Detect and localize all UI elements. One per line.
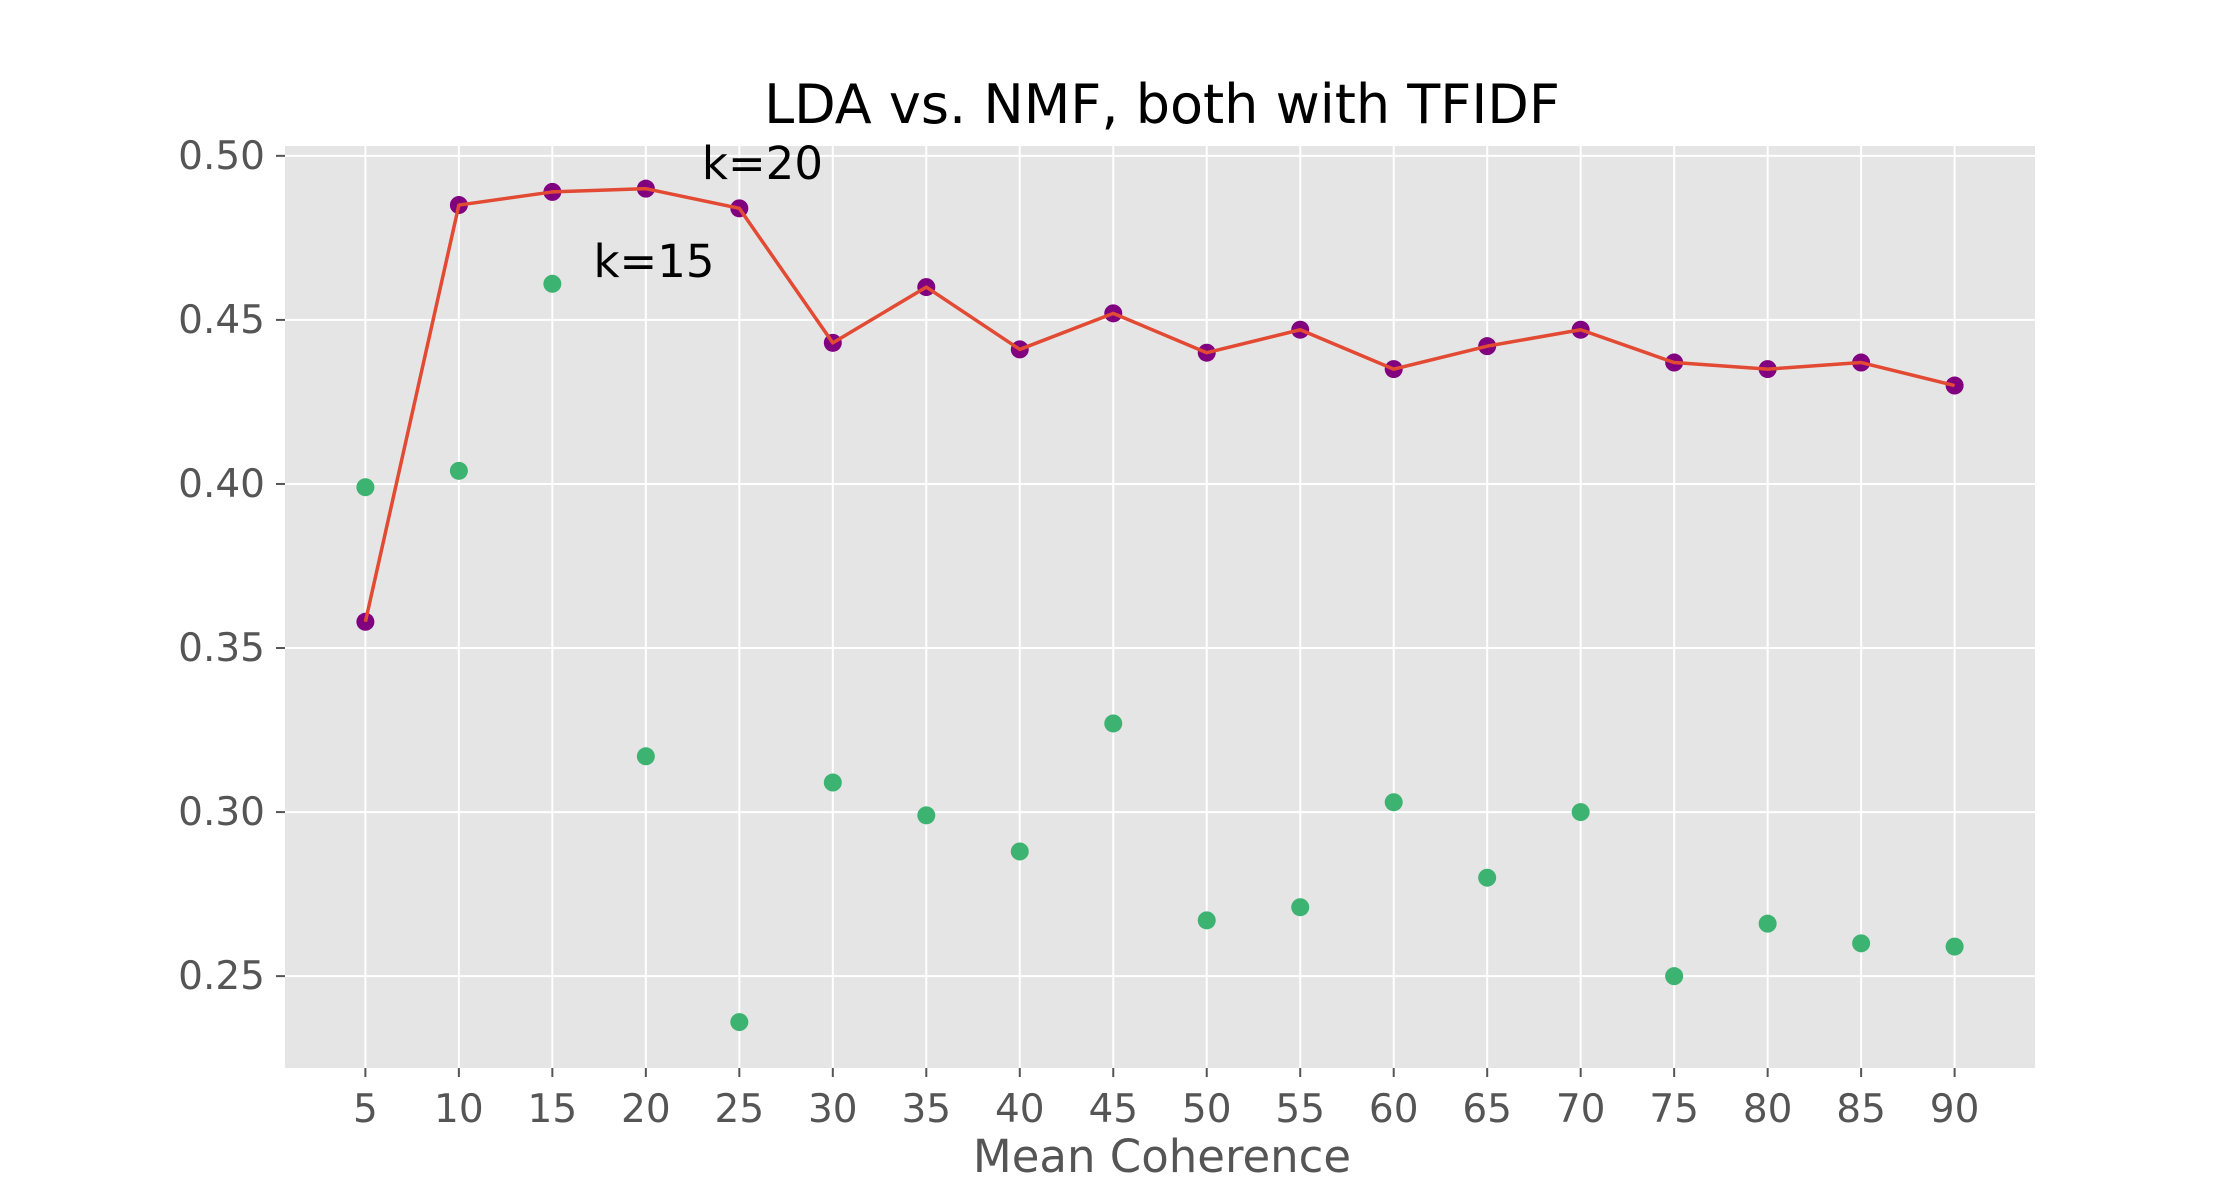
annotation-layer: k=20 k=15	[593, 137, 822, 288]
series-2-point	[917, 806, 936, 825]
x-tick-label: 15	[528, 1087, 578, 1132]
plot-area	[285, 146, 2035, 1068]
tick-layer: 5 10 15 20 25 30 35 40 45 50 55 60 65 70 75 80 85 90 0.25 0…	[178, 134, 1979, 1132]
series-2-point	[823, 773, 842, 792]
series-2-point	[1571, 803, 1590, 822]
series-2-point	[1197, 911, 1216, 930]
x-axis-label: Mean Coherence	[973, 1130, 1351, 1183]
x-tick-label: 30	[808, 1087, 858, 1132]
x-tick-label: 35	[901, 1087, 951, 1132]
series-2-point	[1945, 937, 1964, 956]
series-2-point	[730, 1013, 749, 1032]
y-tick-label: 0.40	[178, 462, 265, 507]
y-tick-label: 0.35	[178, 626, 265, 671]
y-tick-label: 0.50	[178, 134, 265, 179]
series-2-point	[449, 461, 468, 480]
series-2-point	[636, 747, 655, 766]
series-2-point	[1291, 898, 1310, 917]
series-2-point	[1104, 714, 1123, 733]
x-tick-label: 5	[353, 1087, 378, 1132]
series-layer	[356, 179, 1964, 1032]
series-2-point	[1384, 793, 1403, 812]
x-tick-label: 75	[1649, 1087, 1699, 1132]
y-tick-label: 0.25	[178, 954, 265, 999]
x-tick-label: 70	[1556, 1087, 1606, 1132]
x-tick-label: 80	[1743, 1087, 1793, 1132]
series-2-point	[543, 274, 562, 293]
annotation-label: k=15	[593, 235, 714, 288]
series-2-point	[356, 478, 375, 497]
x-tick-label: 65	[1462, 1087, 1512, 1132]
series-2-point	[1478, 868, 1497, 887]
x-tick-label: 45	[1088, 1087, 1138, 1132]
x-tick-label: 40	[995, 1087, 1045, 1132]
series-2-point	[1010, 842, 1029, 861]
chart-title: LDA vs. NMF, both with TFIDF	[764, 73, 1560, 136]
series-1-line	[363, 186, 1956, 623]
y-tick-label: 0.30	[178, 790, 265, 835]
x-tick-label: 50	[1182, 1087, 1232, 1132]
series-2-point	[1758, 914, 1777, 933]
x-tick-label: 55	[1275, 1087, 1325, 1132]
x-tick-label: 25	[715, 1087, 765, 1132]
y-tick-label: 0.45	[178, 298, 265, 343]
annotation-label: k=20	[702, 137, 823, 190]
x-tick-label: 85	[1836, 1087, 1886, 1132]
x-tick-label: 10	[434, 1087, 484, 1132]
x-tick-label: 20	[621, 1087, 671, 1132]
x-tick-label: 60	[1369, 1087, 1419, 1132]
x-tick-label: 90	[1930, 1087, 1980, 1132]
series-2-point	[1665, 967, 1684, 986]
series-2-point	[1852, 934, 1871, 953]
